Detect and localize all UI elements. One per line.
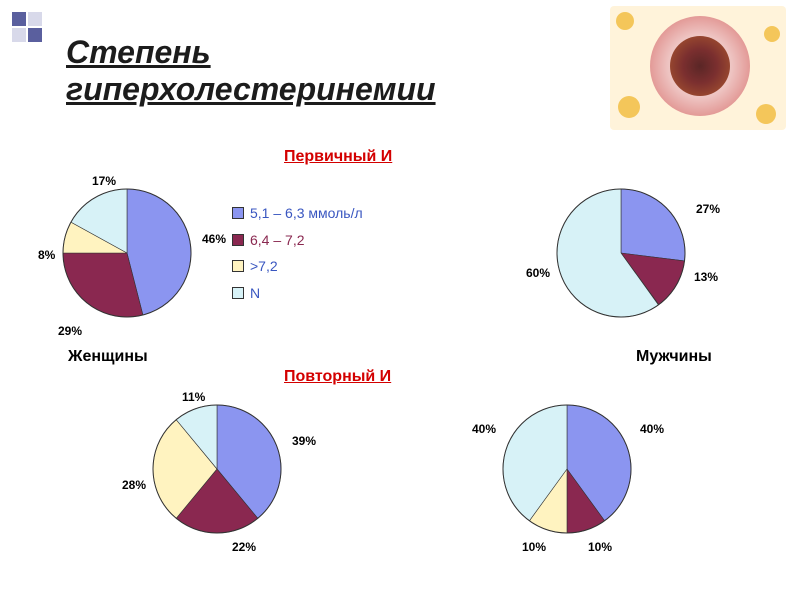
pie-slice-label: 8% [38, 248, 55, 262]
pie-chart-women_repeat: 39%22%28%11% [152, 404, 282, 534]
pie-svg [502, 404, 632, 534]
legend-swatch [232, 287, 244, 299]
legend-item: >7,2 [232, 253, 363, 280]
pie-slice-label: 17% [92, 174, 116, 188]
legend-item: 6,4 – 7,2 [232, 227, 363, 254]
pie-slice [621, 189, 685, 261]
legend-swatch [232, 260, 244, 272]
pie-chart-men_primary: 27%13%60% [556, 188, 686, 318]
pie-slice-label: 11% [182, 390, 205, 404]
pie-slice-label: 13% [694, 270, 718, 284]
subtitle-repeat: Повторный И [284, 368, 391, 386]
pie-slice-label: 10% [522, 540, 546, 554]
pie-slice-label: 40% [472, 422, 496, 436]
title-line-1: Степень [66, 34, 211, 70]
pie-slice-label: 22% [232, 540, 256, 554]
pie-slice-label: 28% [122, 478, 146, 492]
legend-swatch [232, 234, 244, 246]
corner-accent [12, 12, 72, 58]
axis-label-men: Мужчины [636, 348, 712, 366]
legend: 5,1 – 6,3 ммоль/л6,4 – 7,2 >7,2N [232, 200, 363, 306]
pie-svg [152, 404, 282, 534]
pie-svg [556, 188, 686, 318]
legend-label: N [250, 280, 260, 307]
pie-slice-label: 39% [292, 434, 316, 448]
pie-slice-label: 46% [202, 232, 226, 246]
pie-chart-men_repeat: 40%10%10%40% [502, 404, 632, 534]
legend-item: N [232, 280, 363, 307]
artery-illustration [610, 6, 786, 130]
pie-chart-women_primary: 46%29%8%17% [62, 188, 192, 318]
pie-slice-label: 10% [588, 540, 612, 554]
pie-slice-label: 29% [58, 324, 82, 338]
pie-svg [62, 188, 192, 318]
pie-slice-label: 60% [526, 266, 550, 280]
pie-slice-label: 27% [696, 202, 720, 216]
page-title: Степень гиперхолестеринемии [66, 34, 436, 108]
legend-label: 6,4 – 7,2 [250, 227, 305, 254]
subtitle-primary: Первичный И [284, 148, 392, 166]
axis-label-women: Женщины [68, 348, 148, 366]
legend-label: 5,1 – 6,3 ммоль/л [250, 200, 363, 227]
title-line-2: гиперхолестеринемии [66, 71, 436, 107]
legend-label: >7,2 [250, 253, 278, 280]
legend-item: 5,1 – 6,3 ммоль/л [232, 200, 363, 227]
pie-slice-label: 40% [640, 422, 664, 436]
legend-swatch [232, 207, 244, 219]
